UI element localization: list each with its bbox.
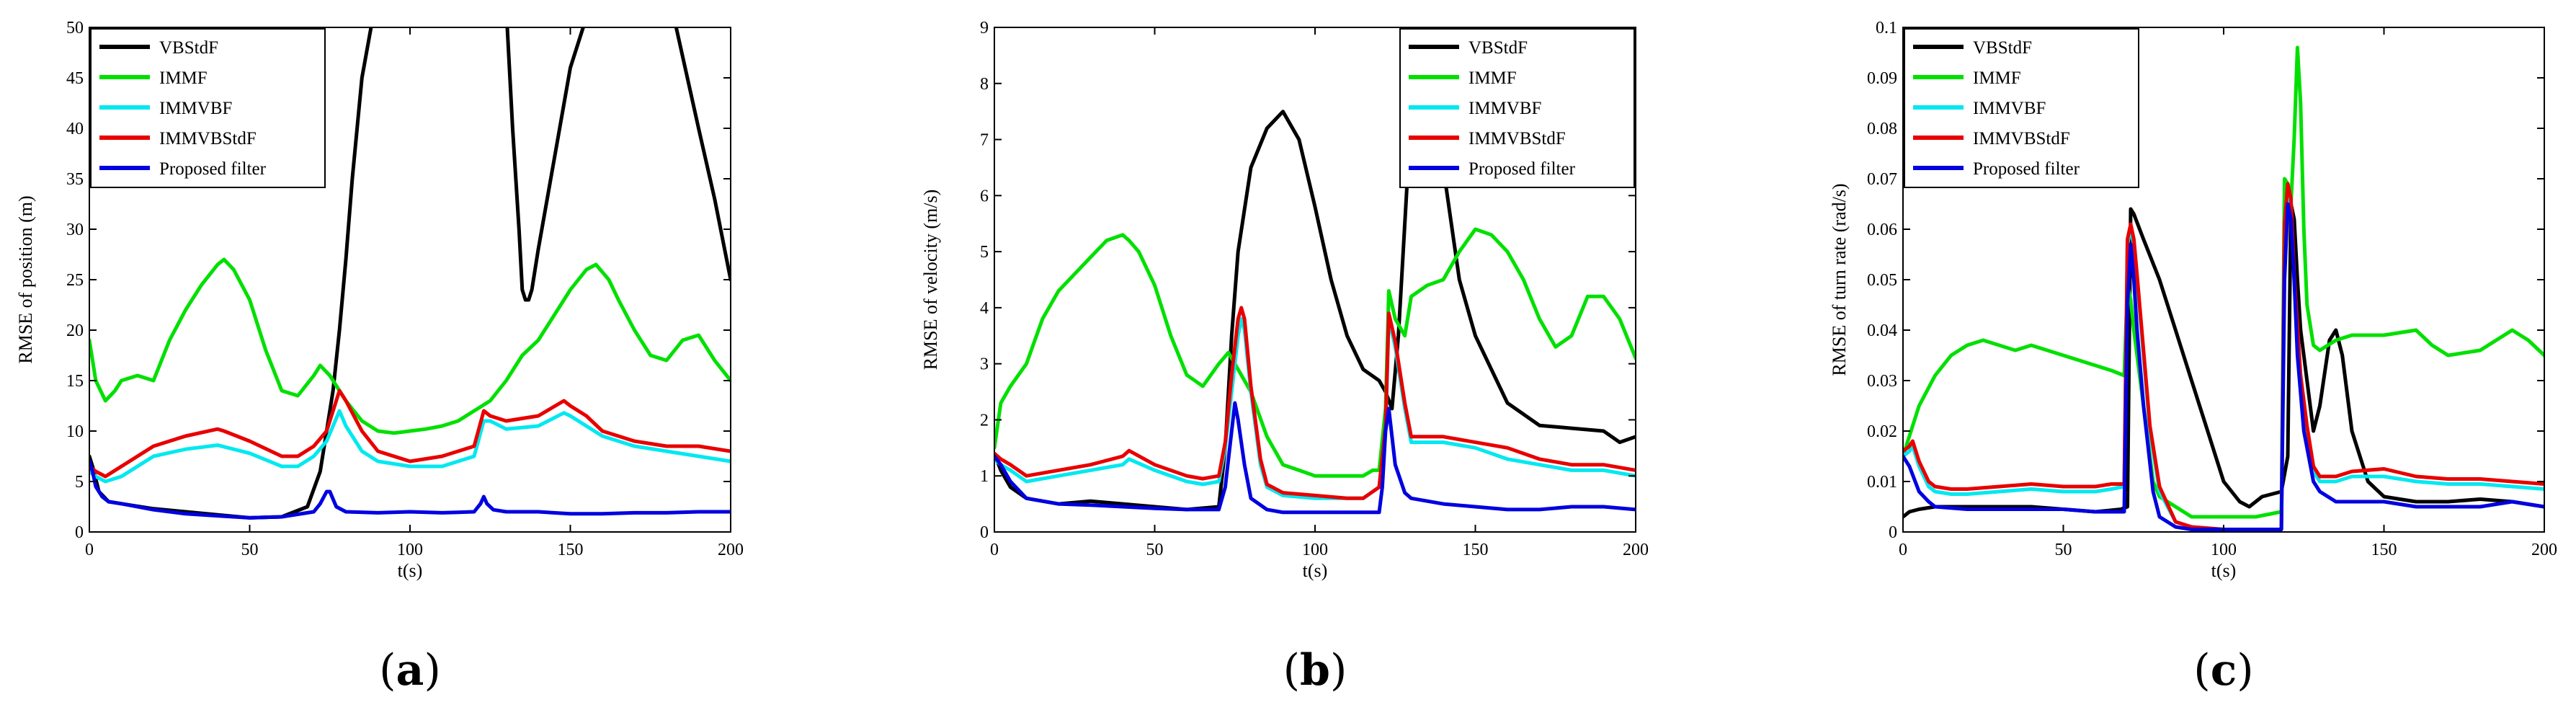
panel-c: 0 50 100 150 200 0 0.01 0.02 0.03 0.04 0.05 0.06 0.0… bbox=[1715, 0, 2572, 710]
y-tick-label: 8 bbox=[980, 75, 989, 94]
y-tick-label: 20 bbox=[66, 321, 84, 340]
x-axis-title: t(s) bbox=[398, 560, 423, 581]
series-line-proposed-filter bbox=[89, 459, 731, 520]
y-tick-label: 9 bbox=[980, 19, 989, 37]
y-tick-label: 30 bbox=[66, 221, 84, 239]
y-tick-label: 0.08 bbox=[1867, 120, 1897, 138]
x-tick-label: 50 bbox=[1146, 541, 1164, 559]
legend-label: IMMVBF bbox=[159, 99, 232, 118]
panel-caption: (b) bbox=[1283, 645, 1347, 696]
series-line-proposed-filter bbox=[994, 401, 1636, 515]
y-tick-label: 0.03 bbox=[1867, 372, 1897, 391]
series-line-immvbstdf bbox=[89, 389, 731, 479]
y-tick-label: 0.07 bbox=[1867, 170, 1897, 189]
x-tick-label: 100 bbox=[397, 541, 423, 559]
legend-label: IMMF bbox=[159, 68, 208, 88]
y-tick-label: 0.04 bbox=[1867, 321, 1897, 340]
y-tick-label: 3 bbox=[980, 355, 989, 374]
x-tick-label: 0 bbox=[1899, 541, 1907, 559]
legend-label: IMMF bbox=[1469, 68, 1517, 88]
series-line-immvbstdf bbox=[994, 306, 1636, 500]
y-tick-label: 0 bbox=[980, 523, 989, 542]
y-tick-label: 0.06 bbox=[1867, 221, 1897, 239]
y-axis-title: RMSE of position (m) bbox=[15, 195, 36, 363]
x-tick-label: 150 bbox=[558, 541, 584, 559]
y-tick-label: 0.05 bbox=[1867, 271, 1897, 290]
y-tick-label: 25 bbox=[66, 271, 84, 290]
legend-label: VBStdF bbox=[159, 38, 218, 58]
x-tick-label: 200 bbox=[2531, 541, 2557, 559]
y-tick-label: 40 bbox=[66, 120, 84, 138]
series-group bbox=[89, 27, 731, 520]
y-tick-label: 45 bbox=[66, 69, 84, 88]
panel-caption: (c) bbox=[2193, 645, 2253, 696]
x-axis-title: t(s) bbox=[2211, 560, 2237, 581]
y-tick-label: 4 bbox=[980, 299, 989, 318]
series-line-vbstdf bbox=[994, 31, 1636, 512]
chart-a: 0 50 100 150 200 0 5 10 15 20 25 30 35 40 45 50 t(s) RMSE… bbox=[15, 19, 744, 696]
legend-label: IMMVBStdF bbox=[1469, 129, 1566, 148]
x-tick-label: 50 bbox=[2055, 541, 2072, 559]
legend-label: IMMVBF bbox=[1469, 99, 1541, 118]
series-group bbox=[994, 31, 1636, 515]
x-tick-label: 100 bbox=[2211, 541, 2237, 559]
series-line-vbstdf bbox=[1903, 202, 2544, 519]
y-tick-label: 5 bbox=[980, 243, 989, 262]
series-group bbox=[1903, 45, 2544, 531]
y-tick-label: 2 bbox=[980, 411, 989, 430]
y-tick-label: 6 bbox=[980, 187, 989, 205]
panel-a: 0 50 100 150 200 0 5 10 15 20 25 30 35 40 45 50 t(s) RMSE… bbox=[0, 0, 857, 710]
legend-label: IMMF bbox=[1973, 68, 2021, 88]
series-line-immf bbox=[1903, 45, 2544, 519]
legend-label: VBStdF bbox=[1973, 38, 2032, 58]
y-tick-label: 0 bbox=[1889, 523, 1897, 542]
legend: VBStdF IMMF IMMVBF IMMVBStdF Proposed filter bbox=[90, 28, 326, 188]
y-axis-title: RMSE of velocity (m/s) bbox=[920, 190, 941, 370]
series-line-vbstdf bbox=[89, 27, 731, 520]
x-tick-label: 200 bbox=[1623, 541, 1649, 559]
y-tick-label: 1 bbox=[980, 467, 989, 486]
y-tick-label: 15 bbox=[66, 372, 84, 391]
legend-label: Proposed filter bbox=[159, 159, 267, 179]
series-line-immvbf bbox=[89, 409, 731, 484]
legend-label: Proposed filter bbox=[1469, 159, 1576, 179]
x-tick-label: 100 bbox=[1302, 541, 1328, 559]
y-tick-label: 0.01 bbox=[1867, 473, 1897, 492]
legend-label: IMMVBStdF bbox=[1973, 129, 2070, 148]
y-tick-label: 0.02 bbox=[1867, 422, 1897, 441]
series-line-immf bbox=[994, 227, 1636, 478]
legend: VBStdF IMMF IMMVBF IMMVBStdF Proposed filter bbox=[1399, 28, 1635, 188]
y-tick-label: 0.1 bbox=[1876, 19, 1897, 37]
panel-caption: (a) bbox=[379, 645, 441, 696]
x-tick-label: 200 bbox=[718, 541, 744, 559]
x-tick-label: 150 bbox=[2371, 541, 2397, 559]
y-tick-label: 5 bbox=[75, 473, 84, 492]
legend-label: IMMVBStdF bbox=[159, 129, 257, 148]
y-tick-label: 35 bbox=[66, 170, 84, 189]
series-line-immf bbox=[89, 257, 731, 435]
legend-label: Proposed filter bbox=[1973, 159, 2080, 179]
chart-b: 0 50 100 150 200 0 1 2 3 4 5 6 7 8 9 t(s) RMSE of veloci… bbox=[920, 19, 1649, 696]
legend-label: VBStdF bbox=[1469, 38, 1528, 58]
series-line-immvbstdf bbox=[1903, 182, 2544, 531]
y-tick-label: 50 bbox=[66, 19, 84, 37]
x-tick-label: 0 bbox=[990, 541, 999, 559]
legend: VBStdF IMMF IMMVBF IMMVBStdF Proposed filter bbox=[1904, 28, 2139, 188]
x-tick-label: 50 bbox=[241, 541, 259, 559]
x-tick-label: 150 bbox=[1463, 541, 1489, 559]
x-tick-label: 0 bbox=[85, 541, 94, 559]
y-tick-label: 0.09 bbox=[1867, 69, 1897, 88]
y-axis-title: RMSE of turn rate (rad/s) bbox=[1829, 183, 1850, 376]
legend-label: IMMVBF bbox=[1973, 99, 2046, 118]
series-line-proposed-filter bbox=[1903, 202, 2544, 531]
panel-b: 0 50 100 150 200 0 1 2 3 4 5 6 7 8 9 t(s) RMSE of veloci… bbox=[857, 0, 1715, 710]
y-tick-label: 7 bbox=[980, 131, 989, 150]
y-tick-label: 0 bbox=[75, 523, 84, 542]
x-axis-title: t(s) bbox=[1303, 560, 1328, 581]
chart-c: 0 50 100 150 200 0 0.01 0.02 0.03 0.04 0.05 0.06 0.0… bbox=[1829, 19, 2557, 696]
series-line-immvbf bbox=[994, 316, 1636, 500]
y-tick-label: 10 bbox=[66, 422, 84, 441]
